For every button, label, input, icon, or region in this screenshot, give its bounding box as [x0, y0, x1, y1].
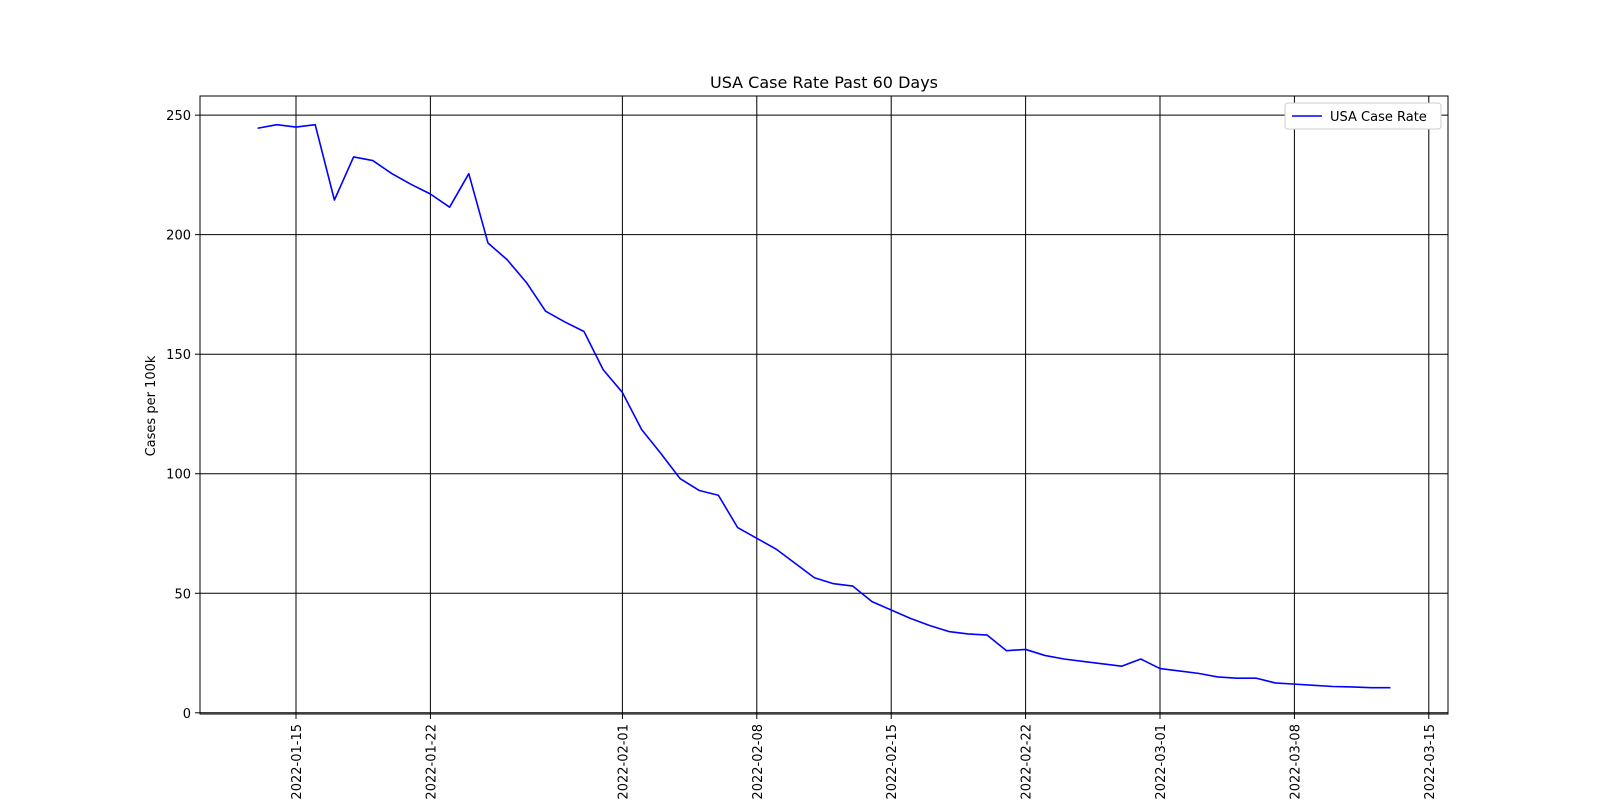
series-group	[256, 123, 1392, 690]
data-point	[505, 258, 509, 262]
x-axis-ticks: 2022-01-15 2022-01-22 2022-02-01 2022-02-08…	[290, 714, 1438, 800]
legend: USA Case Rate	[1284, 102, 1442, 130]
data-point	[524, 280, 528, 284]
data-point	[659, 451, 663, 455]
data-point	[601, 368, 605, 372]
data-point	[467, 172, 471, 176]
x-tick-label: 2022-01-22	[424, 724, 439, 800]
y-tick-label: 250	[166, 109, 191, 124]
data-point	[1388, 686, 1392, 690]
data-point	[1216, 675, 1220, 679]
y-tick-label: 0	[183, 707, 191, 722]
data-point	[1004, 649, 1008, 653]
x-tick-label: 2022-02-01	[616, 724, 631, 800]
data-point	[352, 155, 356, 159]
data-point	[1100, 662, 1104, 666]
data-point	[582, 329, 586, 333]
x-tick-label: 2022-03-01	[1154, 724, 1169, 800]
data-point	[1024, 647, 1028, 651]
data-point	[275, 123, 279, 127]
data-point	[985, 633, 989, 637]
data-point	[1369, 686, 1373, 690]
data-point	[851, 584, 855, 588]
plot-frame	[199, 95, 1449, 715]
x-tick-label: 2022-03-08	[1288, 724, 1303, 800]
data-point	[1062, 657, 1066, 661]
data-point	[294, 125, 298, 129]
data-point	[1177, 669, 1181, 673]
data-point	[1312, 683, 1316, 687]
legend-label: USA Case Rate	[1330, 110, 1427, 125]
data-point	[966, 632, 970, 636]
x-tick-label: 2022-03-15	[1423, 724, 1438, 800]
x-tick-label: 2022-02-08	[751, 724, 766, 800]
data-point	[928, 624, 932, 628]
x-tick-label: 2022-02-22	[1020, 724, 1035, 800]
y-tick-label: 50	[174, 587, 191, 602]
x-tick-label: 2022-01-15	[290, 724, 305, 800]
data-point	[486, 241, 490, 245]
data-point	[563, 320, 567, 324]
x-tick-label: 2022-02-15	[885, 724, 900, 800]
data-point	[1273, 681, 1277, 685]
data-point	[755, 536, 759, 540]
data-point	[332, 198, 336, 202]
data-point	[1139, 657, 1143, 661]
y-tick-label: 150	[166, 348, 191, 363]
series-line-usa-case-rate	[257, 123, 1391, 689]
data-point	[1235, 676, 1239, 680]
data-point	[870, 600, 874, 604]
data-point	[1043, 653, 1047, 657]
data-point	[1292, 682, 1296, 686]
data-point	[812, 576, 816, 580]
data-point	[409, 182, 413, 186]
y-axis-ticks: 0 50 100 150 200 250	[166, 109, 200, 722]
data-point	[889, 608, 893, 612]
data-point	[313, 123, 317, 127]
data-point	[736, 526, 740, 530]
data-point	[640, 428, 644, 432]
data-point	[256, 126, 260, 130]
data-point	[832, 582, 836, 586]
data-point	[716, 493, 720, 497]
y-tick-label: 100	[166, 468, 191, 483]
data-point	[947, 630, 951, 634]
data-point	[1254, 676, 1258, 680]
data-point	[1350, 685, 1354, 689]
data-point	[697, 488, 701, 492]
y-axis-label: Cases per 100k	[144, 355, 159, 456]
legend-box	[1284, 102, 1442, 130]
y-tick-label: 200	[166, 229, 191, 244]
grid-lines	[200, 96, 1448, 714]
data-point	[371, 159, 375, 163]
data-point	[1120, 664, 1124, 668]
data-point	[428, 192, 432, 196]
data-point	[390, 172, 394, 176]
data-point	[793, 561, 797, 565]
data-point	[1331, 685, 1335, 689]
data-point	[1081, 659, 1085, 663]
data-point	[908, 616, 912, 620]
data-point	[448, 205, 452, 209]
data-point	[678, 477, 682, 481]
data-point	[1158, 667, 1162, 671]
chart-title: USA Case Rate Past 60 Days	[710, 73, 938, 92]
data-point	[544, 309, 548, 313]
data-point	[774, 547, 778, 551]
data-point	[620, 390, 624, 394]
data-point	[1196, 671, 1200, 675]
